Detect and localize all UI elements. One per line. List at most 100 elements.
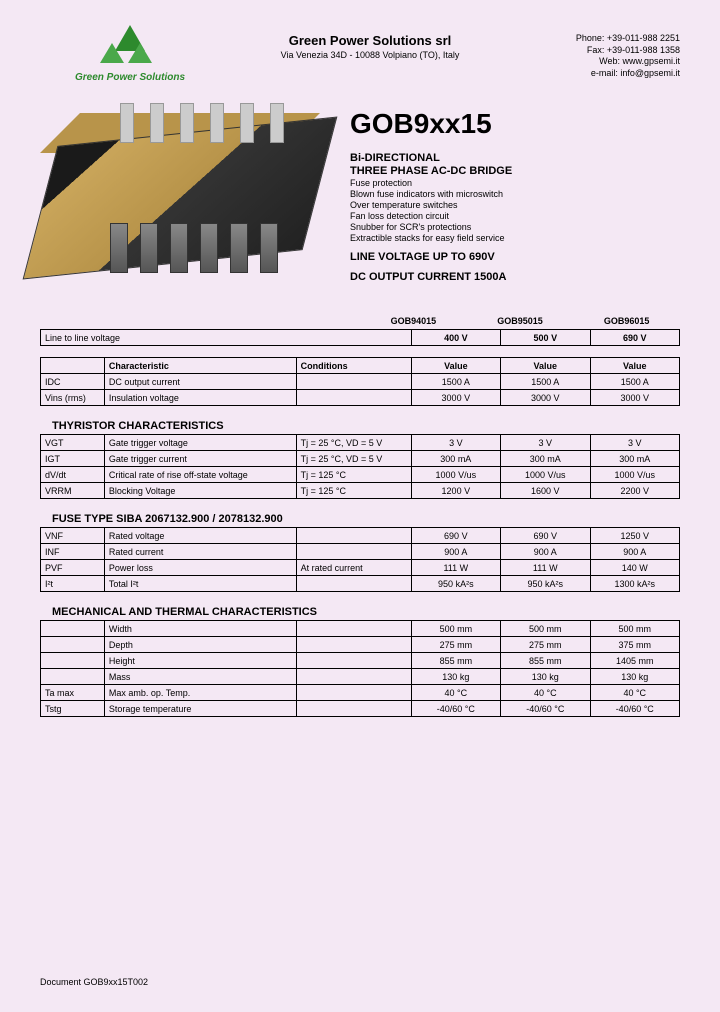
product-row: GOB9xx15 Bi-DIRECTIONAL THREE PHASE AC-D… bbox=[40, 103, 680, 293]
cell: 3 V bbox=[590, 435, 680, 451]
phone: Phone: +39-011-988 2251 bbox=[520, 33, 680, 45]
cell: 1250 V bbox=[590, 528, 680, 544]
cell: 1500 A bbox=[411, 374, 500, 390]
cell: 300 mA bbox=[590, 451, 680, 467]
model-col: GOB96015 bbox=[573, 313, 680, 329]
cell bbox=[296, 390, 411, 406]
cell: 300 mA bbox=[411, 451, 500, 467]
table-row: dV/dtCritical rate of rise off-state vol… bbox=[41, 467, 680, 483]
cell: 1000 V/us bbox=[411, 467, 500, 483]
cell: Rated current bbox=[104, 544, 296, 560]
cell bbox=[296, 669, 411, 685]
section-title: THYRISTOR CHARACTERISTICS bbox=[52, 420, 680, 432]
cell: Width bbox=[104, 621, 296, 637]
product-code: GOB9xx15 bbox=[350, 108, 680, 140]
feature: Snubber for SCR's protections bbox=[350, 222, 680, 232]
company-address: Via Venezia 34D - 10088 Volpiano (TO), I… bbox=[220, 50, 520, 60]
cell: 275 mm bbox=[501, 637, 590, 653]
cell: Tstg bbox=[41, 701, 105, 717]
cell: Tj = 125 °C bbox=[296, 483, 411, 499]
cell: 500 mm bbox=[501, 621, 590, 637]
company-name: Green Power Solutions srl bbox=[220, 33, 520, 48]
cell: 111 W bbox=[501, 560, 590, 576]
logo-text: Green Power Solutions bbox=[40, 72, 220, 83]
cell bbox=[296, 653, 411, 669]
thy-rows: VGTGate trigger voltageTj = 25 °C, VD = … bbox=[41, 435, 680, 499]
cell: 40 °C bbox=[590, 685, 680, 701]
product-image bbox=[40, 103, 330, 293]
cell: INF bbox=[41, 544, 105, 560]
fax: Fax: +39-011-988 1358 bbox=[520, 45, 680, 57]
cell: Gate trigger current bbox=[104, 451, 296, 467]
page-header: Green Power Solutions Green Power Soluti… bbox=[40, 25, 680, 83]
cell: 500 mm bbox=[590, 621, 680, 637]
lv-val: 500 V bbox=[501, 330, 590, 346]
table-row: Width500 mm500 mm500 mm bbox=[41, 621, 680, 637]
cell bbox=[296, 576, 411, 592]
mech-rows: Width500 mm500 mm500 mmDepth275 mm275 mm… bbox=[41, 621, 680, 717]
fuse-table: VNFRated voltage690 V690 V1250 VINFRated… bbox=[40, 527, 680, 592]
cell: IGT bbox=[41, 451, 105, 467]
line-voltage-table: Line to line voltage 400 V 500 V 690 V bbox=[40, 329, 680, 346]
cell bbox=[41, 621, 105, 637]
characteristics-table: Characteristic Conditions Value Value Va… bbox=[40, 357, 680, 406]
cell: Tj = 25 °C, VD = 5 V bbox=[296, 451, 411, 467]
cell bbox=[296, 701, 411, 717]
cell: 3 V bbox=[411, 435, 500, 451]
cell: 40 °C bbox=[501, 685, 590, 701]
cell bbox=[296, 685, 411, 701]
section-title: MECHANICAL AND THERMAL CHARACTERISTICS bbox=[52, 606, 680, 618]
char-rows: IDCDC output current1500 A1500 A1500 AVi… bbox=[41, 374, 680, 406]
cell: 130 kg bbox=[411, 669, 500, 685]
table-row: TstgStorage temperature-40/60 °C-40/60 °… bbox=[41, 701, 680, 717]
table-row: Depth275 mm275 mm375 mm bbox=[41, 637, 680, 653]
cell: dV/dt bbox=[41, 467, 105, 483]
cell: Max amb. op. Temp. bbox=[104, 685, 296, 701]
mech-table: Width500 mm500 mm500 mmDepth275 mm275 mm… bbox=[40, 620, 680, 717]
cell: I²t bbox=[41, 576, 105, 592]
table-row: I²tTotal I²t950 kA²s950 kA²s1300 kA²s bbox=[41, 576, 680, 592]
table-row: VRRMBlocking VoltageTj = 125 °C1200 V160… bbox=[41, 483, 680, 499]
hdr: Characteristic bbox=[104, 358, 296, 374]
hdr: Value bbox=[411, 358, 500, 374]
email: e-mail: info@gpsemi.it bbox=[520, 68, 680, 80]
footer-doc: Document GOB9xx15T002 bbox=[40, 977, 148, 987]
product-sub2: THREE PHASE AC-DC BRIDGE bbox=[350, 165, 680, 177]
cell: PVF bbox=[41, 560, 105, 576]
cell: 855 mm bbox=[501, 653, 590, 669]
cell: IDC bbox=[41, 374, 105, 390]
cell bbox=[41, 637, 105, 653]
cell: 140 W bbox=[590, 560, 680, 576]
lv-val: 400 V bbox=[411, 330, 500, 346]
cell: 3000 V bbox=[501, 390, 590, 406]
table-row: INFRated current900 A900 A900 A bbox=[41, 544, 680, 560]
table-row: Height855 mm855 mm1405 mm bbox=[41, 653, 680, 669]
model-header: GOB94015 GOB95015 GOB96015 bbox=[360, 313, 680, 329]
cell: Mass bbox=[104, 669, 296, 685]
thyristor-table: VGTGate trigger voltageTj = 25 °C, VD = … bbox=[40, 434, 680, 499]
spec-line: LINE VOLTAGE UP TO 690V bbox=[350, 251, 680, 263]
cell: Tj = 25 °C, VD = 5 V bbox=[296, 435, 411, 451]
cell: VGT bbox=[41, 435, 105, 451]
cell: DC output current bbox=[104, 374, 296, 390]
cell: 1500 A bbox=[501, 374, 590, 390]
table-row: Vins (rms)Insulation voltage3000 V3000 V… bbox=[41, 390, 680, 406]
cell: Height bbox=[104, 653, 296, 669]
cell: Ta max bbox=[41, 685, 105, 701]
cell: 375 mm bbox=[590, 637, 680, 653]
cell: 950 kA²s bbox=[501, 576, 590, 592]
cell: 1200 V bbox=[411, 483, 500, 499]
table-row: IDCDC output current1500 A1500 A1500 A bbox=[41, 374, 680, 390]
cell: 900 A bbox=[411, 544, 500, 560]
lv-val: 690 V bbox=[590, 330, 679, 346]
table-row: VGTGate trigger voltageTj = 25 °C, VD = … bbox=[41, 435, 680, 451]
cell bbox=[296, 374, 411, 390]
cell bbox=[296, 528, 411, 544]
cell: 130 kg bbox=[501, 669, 590, 685]
cell: Storage temperature bbox=[104, 701, 296, 717]
web: Web: www.gpsemi.it bbox=[520, 56, 680, 68]
cell: Vins (rms) bbox=[41, 390, 105, 406]
cell: 1405 mm bbox=[590, 653, 680, 669]
cell: 690 V bbox=[411, 528, 500, 544]
cell: 300 mA bbox=[501, 451, 590, 467]
